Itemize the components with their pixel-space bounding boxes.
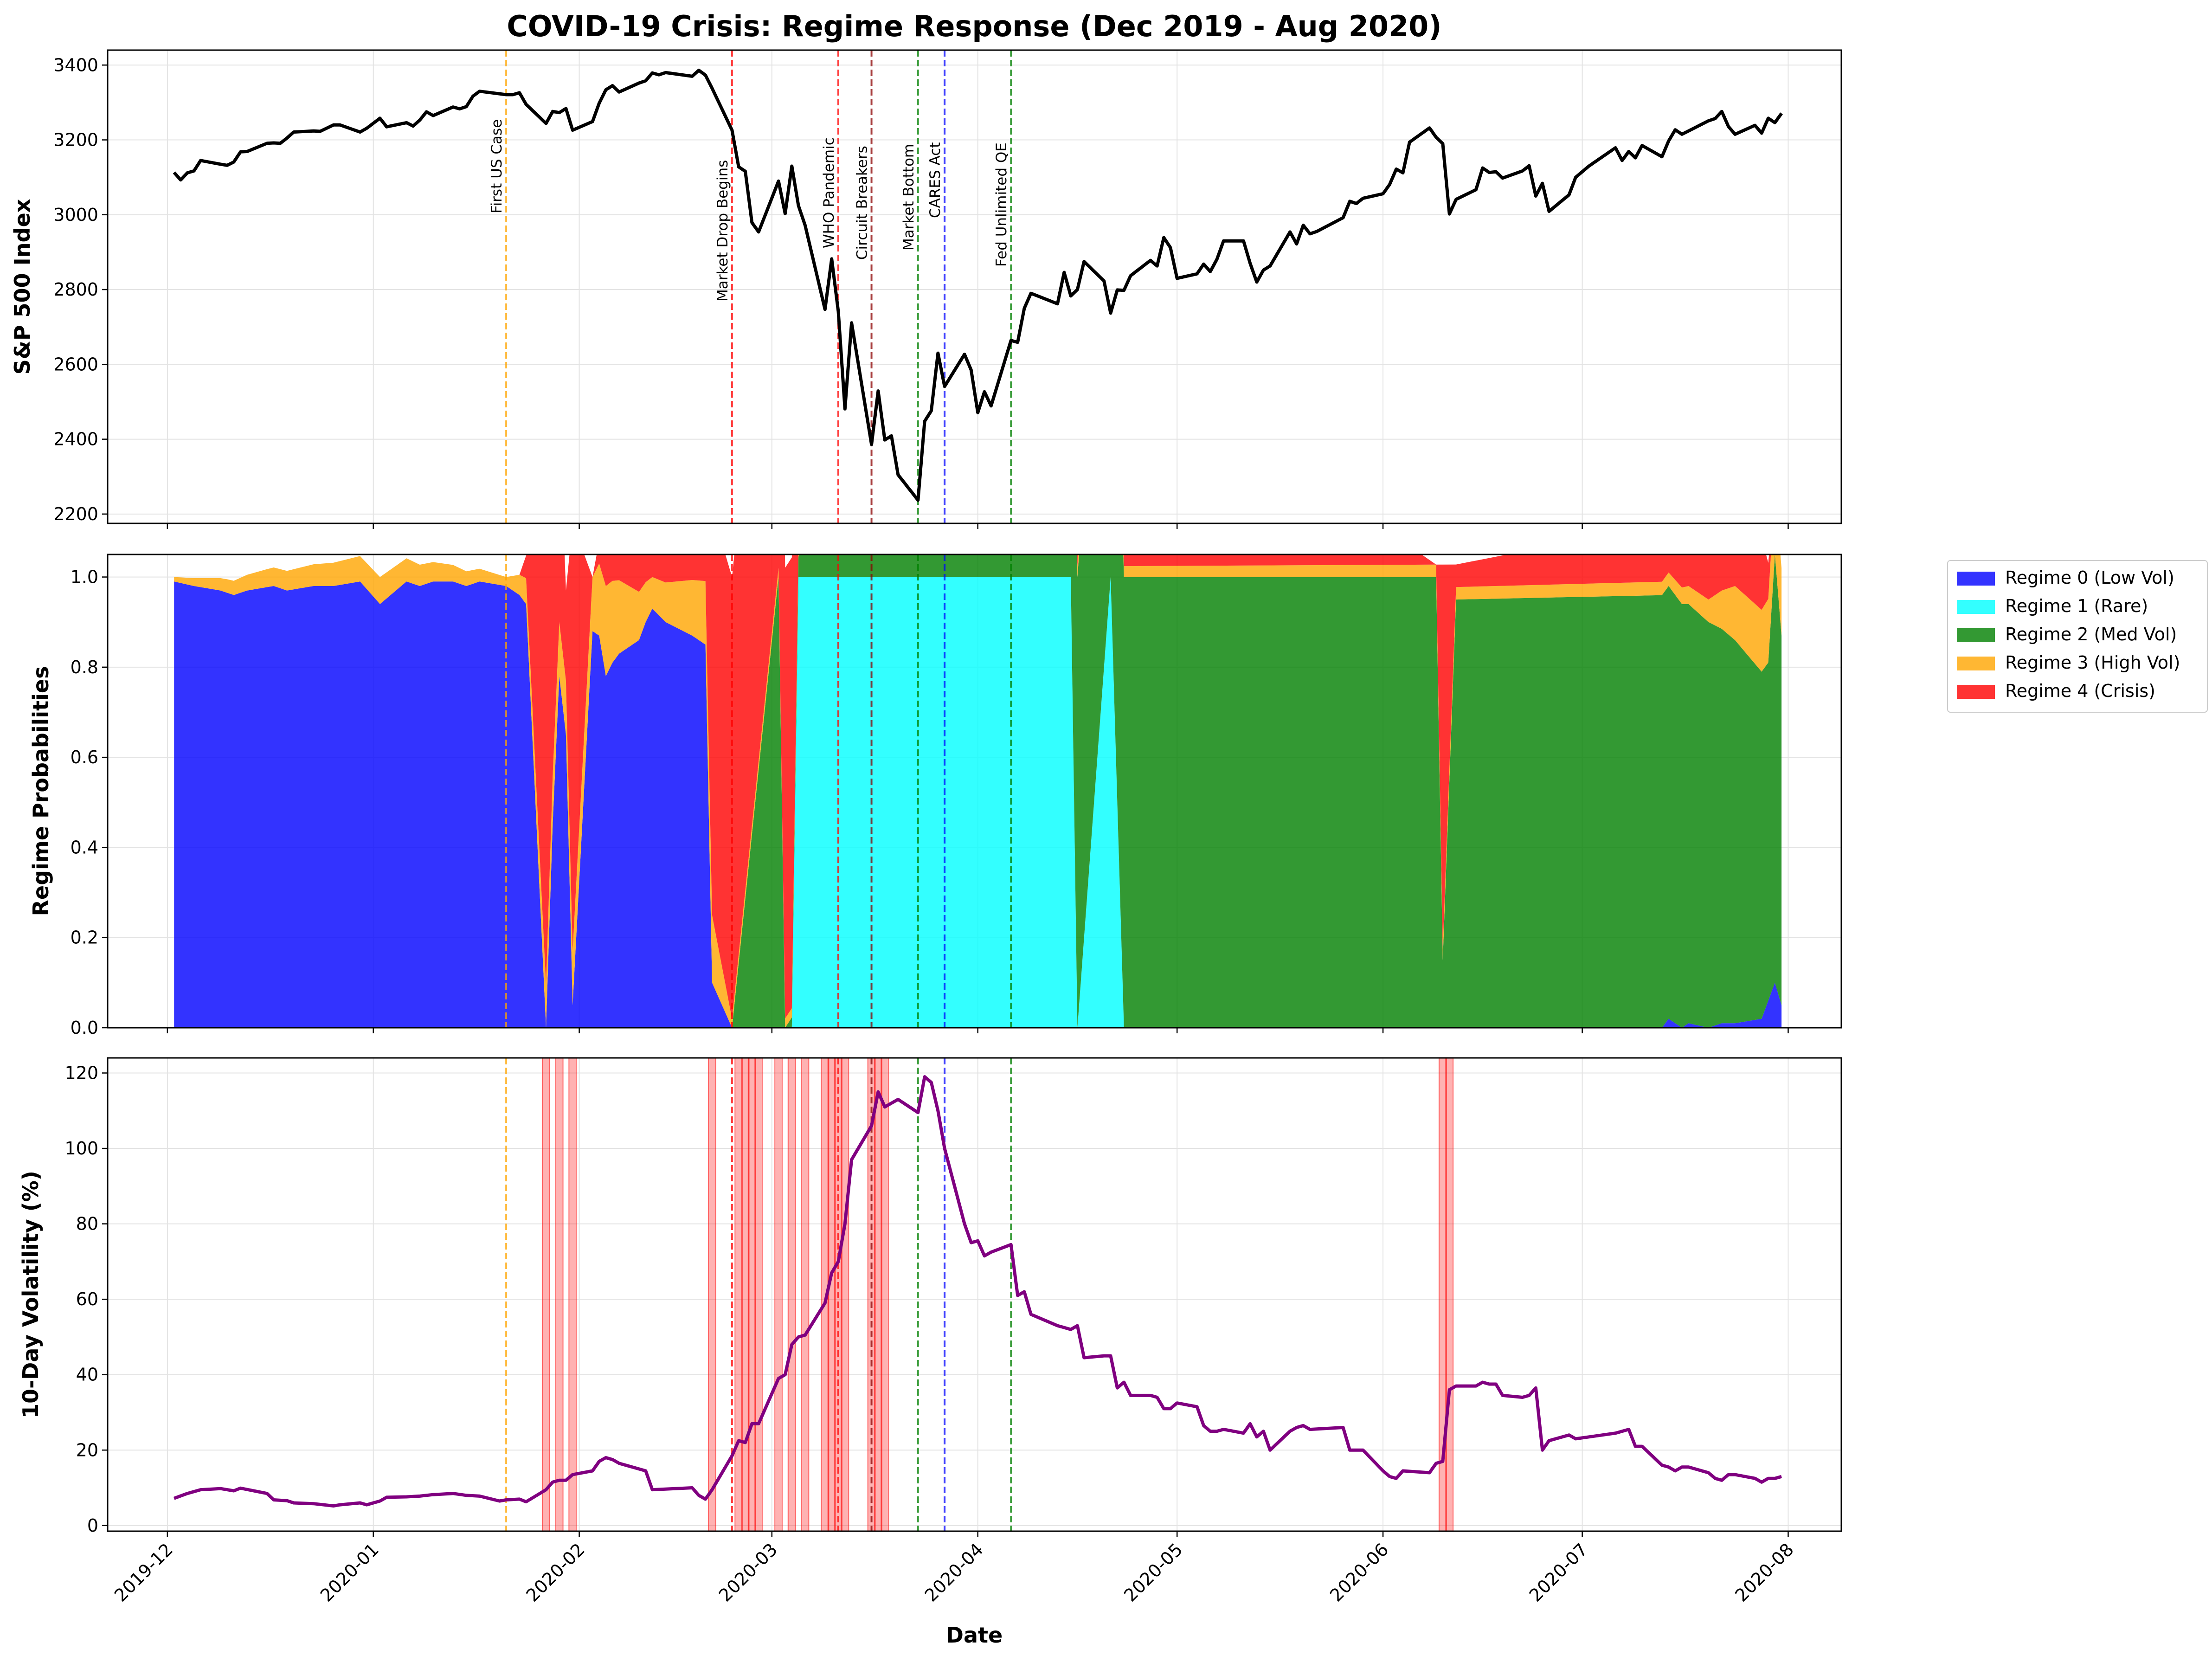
y-tick-label: 0.4 bbox=[71, 837, 98, 857]
y-tick-label: 100 bbox=[64, 1138, 98, 1159]
legend-label: Regime 0 (Low Vol) bbox=[2005, 567, 2174, 588]
regime-frame bbox=[107, 554, 1842, 1029]
x-axis-label: Date bbox=[946, 1623, 1003, 1648]
crisis-band bbox=[555, 1058, 564, 1531]
y-tick-label: 3400 bbox=[53, 55, 98, 75]
crisis-band bbox=[541, 1058, 550, 1531]
regime-area bbox=[174, 554, 1782, 1019]
vol-yticks: 0 20 40 60 80 100 120 bbox=[64, 1063, 108, 1536]
price-series bbox=[173, 69, 1783, 502]
regime-area bbox=[174, 581, 1782, 1028]
crisis-band bbox=[754, 1058, 763, 1531]
crisis-band bbox=[741, 1058, 750, 1531]
legend-swatch bbox=[1957, 572, 1995, 586]
regime-area bbox=[174, 577, 1782, 1028]
legend-swatch bbox=[1957, 657, 1995, 670]
crisis-band bbox=[874, 1058, 882, 1531]
regime-events bbox=[505, 554, 1012, 1028]
crisis-band bbox=[1438, 1058, 1447, 1531]
crisis-band bbox=[1445, 1058, 1454, 1531]
event-label: WHO Pandemic bbox=[821, 137, 837, 248]
price-line bbox=[173, 69, 1783, 502]
y-tick-label: 40 bbox=[76, 1365, 98, 1385]
price-xticks bbox=[167, 523, 1789, 529]
y-tick-label: 80 bbox=[76, 1214, 98, 1234]
event-labels: First US Case Market Drop Begins WHO Pande… bbox=[489, 119, 1010, 302]
event-label: CARES Act bbox=[927, 142, 944, 218]
crisis-band bbox=[881, 1058, 889, 1531]
y-tick-label: 0.2 bbox=[71, 928, 98, 948]
y-tick-label: 20 bbox=[76, 1440, 98, 1460]
legend-swatch bbox=[1957, 600, 1995, 614]
legend-label: Regime 1 (Rare) bbox=[2005, 596, 2148, 616]
event-label: Market Drop Begins bbox=[714, 160, 731, 302]
y-tick-label: 0.6 bbox=[71, 747, 98, 767]
regime-legend: Regime 0 (Low Vol) Regime 1 (Rare) Regime … bbox=[1947, 560, 2208, 713]
crisis-band bbox=[747, 1058, 756, 1531]
y-tick-label: 120 bbox=[64, 1063, 98, 1083]
legend-swatch bbox=[1957, 685, 1995, 699]
crisis-band bbox=[707, 1058, 716, 1531]
y-tick-label: 0.0 bbox=[71, 1018, 98, 1038]
legend-label: Regime 3 (High Vol) bbox=[2005, 652, 2180, 673]
event-label: Market Bottom bbox=[900, 144, 917, 251]
event-label: Circuit Breakers bbox=[854, 146, 871, 260]
regime-ylabel: Regime Probabilities bbox=[28, 666, 53, 916]
event-label: First US Case bbox=[489, 119, 505, 213]
vol-events bbox=[505, 1058, 1012, 1531]
vol-frame bbox=[107, 1057, 1842, 1532]
price-panel: 2200 2400 2600 2800 3000 3200 3400 First US Ca… bbox=[10, 49, 1842, 529]
crisis-band bbox=[787, 1058, 796, 1531]
crisis-band bbox=[821, 1058, 830, 1531]
legend-label: Regime 4 (Crisis) bbox=[2005, 681, 2155, 701]
legend-swatch bbox=[1957, 628, 1995, 642]
regime-xticks bbox=[167, 1028, 1789, 1033]
y-tick-label: 0.8 bbox=[71, 657, 98, 677]
y-tick-label: 3200 bbox=[53, 130, 98, 150]
price-ylabel: S&P 500 Index bbox=[10, 199, 35, 375]
legend-label: Regime 2 (Med Vol) bbox=[2005, 624, 2177, 644]
regime-areas bbox=[174, 554, 1782, 1028]
regime-yticks: 0.0 0.2 0.4 0.6 0.8 1.0 bbox=[71, 567, 108, 1038]
y-tick-label: 3000 bbox=[53, 205, 98, 225]
crisis-band bbox=[734, 1058, 743, 1531]
legend-box bbox=[1947, 560, 2208, 713]
y-tick-label: 2400 bbox=[53, 429, 98, 450]
y-tick-label: 60 bbox=[76, 1289, 98, 1309]
crisis-band bbox=[568, 1058, 577, 1531]
regime-area bbox=[174, 554, 1782, 1028]
regime-panel: 0.00.20.40.60.81.0 Regime Probabilities … bbox=[28, 554, 2208, 1038]
volatility-line bbox=[173, 1075, 1782, 1508]
event-label: Fed Unlimited QE bbox=[993, 142, 1010, 267]
regime-area bbox=[174, 554, 1782, 1028]
price-frame bbox=[107, 49, 1842, 524]
y-tick-label: 1.0 bbox=[71, 567, 98, 587]
y-tick-label: 2200 bbox=[53, 504, 98, 524]
vol-ylabel: 10-Day Volatility (%) bbox=[18, 1171, 43, 1418]
crisis-band bbox=[801, 1058, 810, 1531]
chart-title: COVID-19 Crisis: Regime Response (Dec 20… bbox=[507, 9, 1441, 43]
crisis-band bbox=[774, 1058, 783, 1531]
y-tick-label: 2600 bbox=[53, 354, 98, 374]
y-tick-label: 2800 bbox=[53, 279, 98, 300]
price-yticks: 2200 2400 2600 2800 3000 3200 3400 bbox=[53, 55, 108, 524]
vol-grid bbox=[108, 1058, 1841, 1531]
vol-series bbox=[173, 1075, 1782, 1508]
crisis-band bbox=[841, 1058, 849, 1531]
y-tick-label: 0 bbox=[87, 1515, 98, 1536]
